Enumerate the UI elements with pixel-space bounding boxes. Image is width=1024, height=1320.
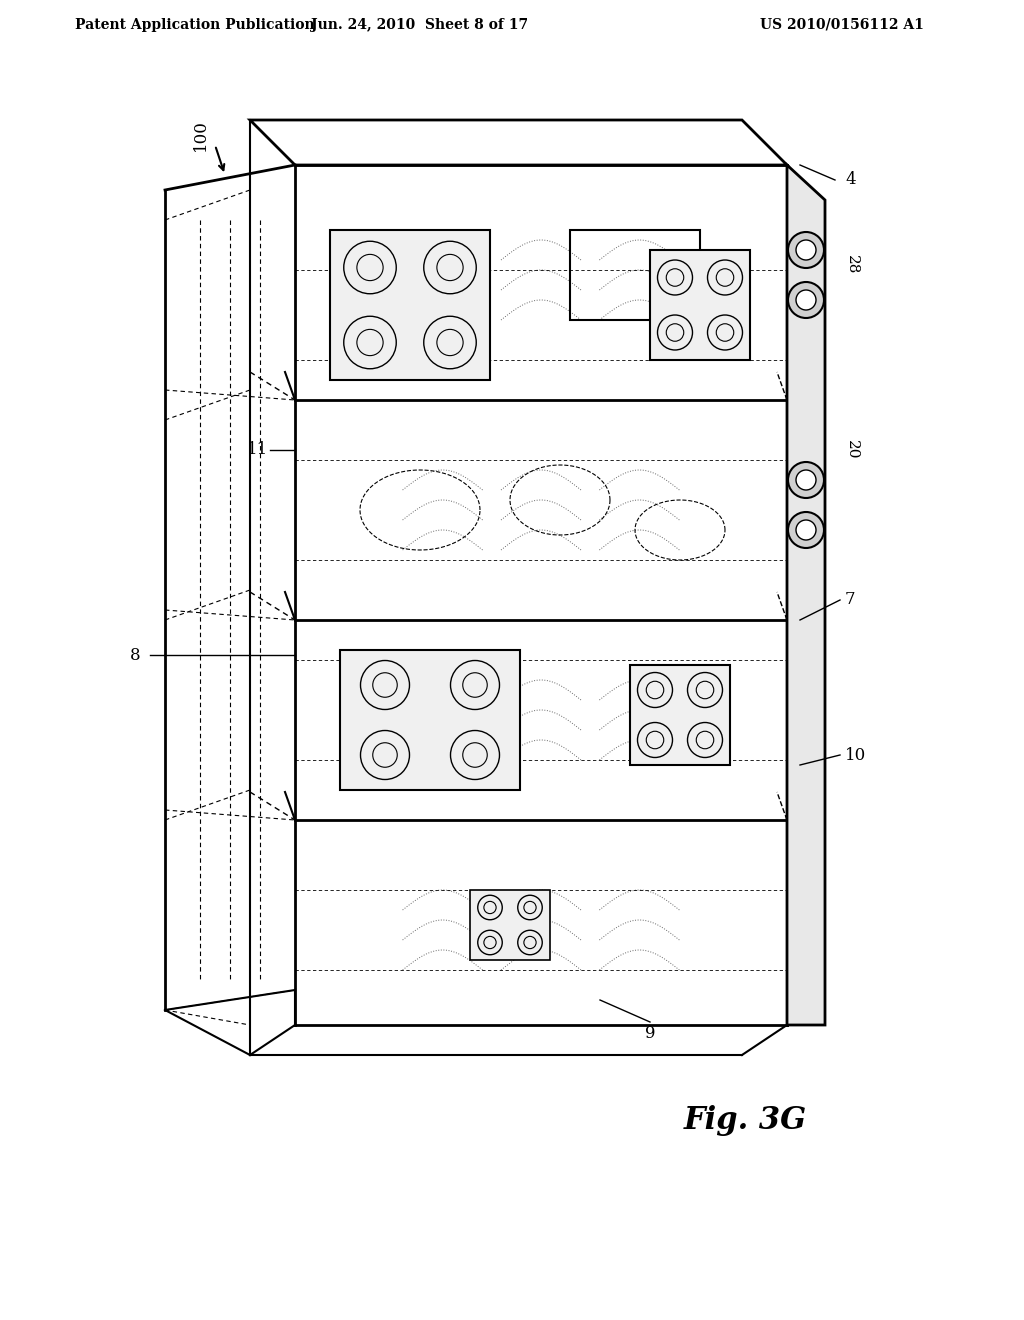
Polygon shape xyxy=(787,165,825,1026)
Text: 20: 20 xyxy=(845,441,859,459)
Text: Fig. 3G: Fig. 3G xyxy=(683,1105,807,1135)
Circle shape xyxy=(796,470,816,490)
Circle shape xyxy=(796,240,816,260)
Circle shape xyxy=(796,520,816,540)
Circle shape xyxy=(788,232,824,268)
Text: Jun. 24, 2010  Sheet 8 of 17: Jun. 24, 2010 Sheet 8 of 17 xyxy=(311,18,528,32)
Text: US 2010/0156112 A1: US 2010/0156112 A1 xyxy=(760,18,924,32)
Bar xyxy=(650,249,750,360)
Text: 7: 7 xyxy=(845,591,856,609)
Bar xyxy=(630,665,730,766)
Bar xyxy=(570,230,700,319)
Circle shape xyxy=(788,282,824,318)
Bar xyxy=(340,649,520,789)
Circle shape xyxy=(796,290,816,310)
Text: 100: 100 xyxy=(191,119,209,150)
Text: 4: 4 xyxy=(845,172,856,189)
Text: 11: 11 xyxy=(248,441,268,458)
Circle shape xyxy=(788,512,824,548)
Circle shape xyxy=(788,462,824,498)
Text: 9: 9 xyxy=(645,1026,655,1041)
Text: 10: 10 xyxy=(845,747,866,763)
Text: 28: 28 xyxy=(845,255,859,275)
Bar xyxy=(470,890,550,960)
Text: 8: 8 xyxy=(130,647,140,664)
Text: Patent Application Publication: Patent Application Publication xyxy=(75,18,314,32)
Bar xyxy=(330,230,490,380)
